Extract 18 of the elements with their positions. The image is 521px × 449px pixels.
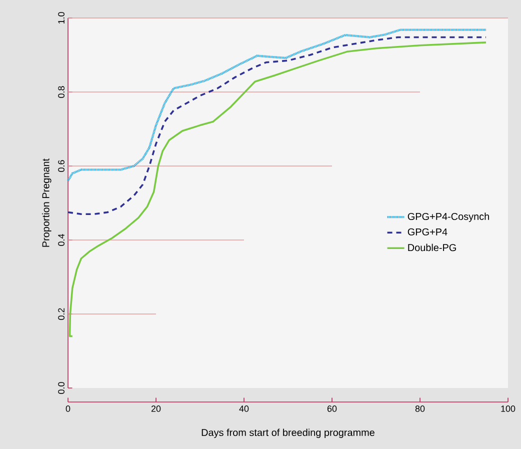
y-tick-label: 1.0 [58, 12, 64, 24]
x-tick-label: 40 [239, 406, 249, 412]
line-series [68, 42, 487, 338]
y-tick-label: 0.6 [58, 160, 64, 172]
y-tick-label: 0.2 [58, 308, 64, 320]
y-tick-label: 0.0 [58, 382, 64, 394]
legend-label: Double-PG [408, 244, 456, 252]
legend-label: GPG+P4 [408, 228, 448, 236]
x-axis-title: Days from start of breeding programme [202, 428, 374, 438]
x-tick-label: 100 [501, 406, 516, 412]
x-tick-label: 20 [151, 406, 161, 412]
y-axis-title: Proportion Pregnant [42, 158, 52, 247]
legend-label: GPG+P4-Cosynch [408, 212, 489, 222]
y-tick-label: 0.8 [58, 86, 64, 98]
x-tick-label: 0 [66, 406, 70, 412]
x-tick-label: 60 [327, 406, 337, 412]
x-tick-label: 80 [415, 406, 425, 412]
y-tick-label: 0.4 [58, 234, 64, 246]
